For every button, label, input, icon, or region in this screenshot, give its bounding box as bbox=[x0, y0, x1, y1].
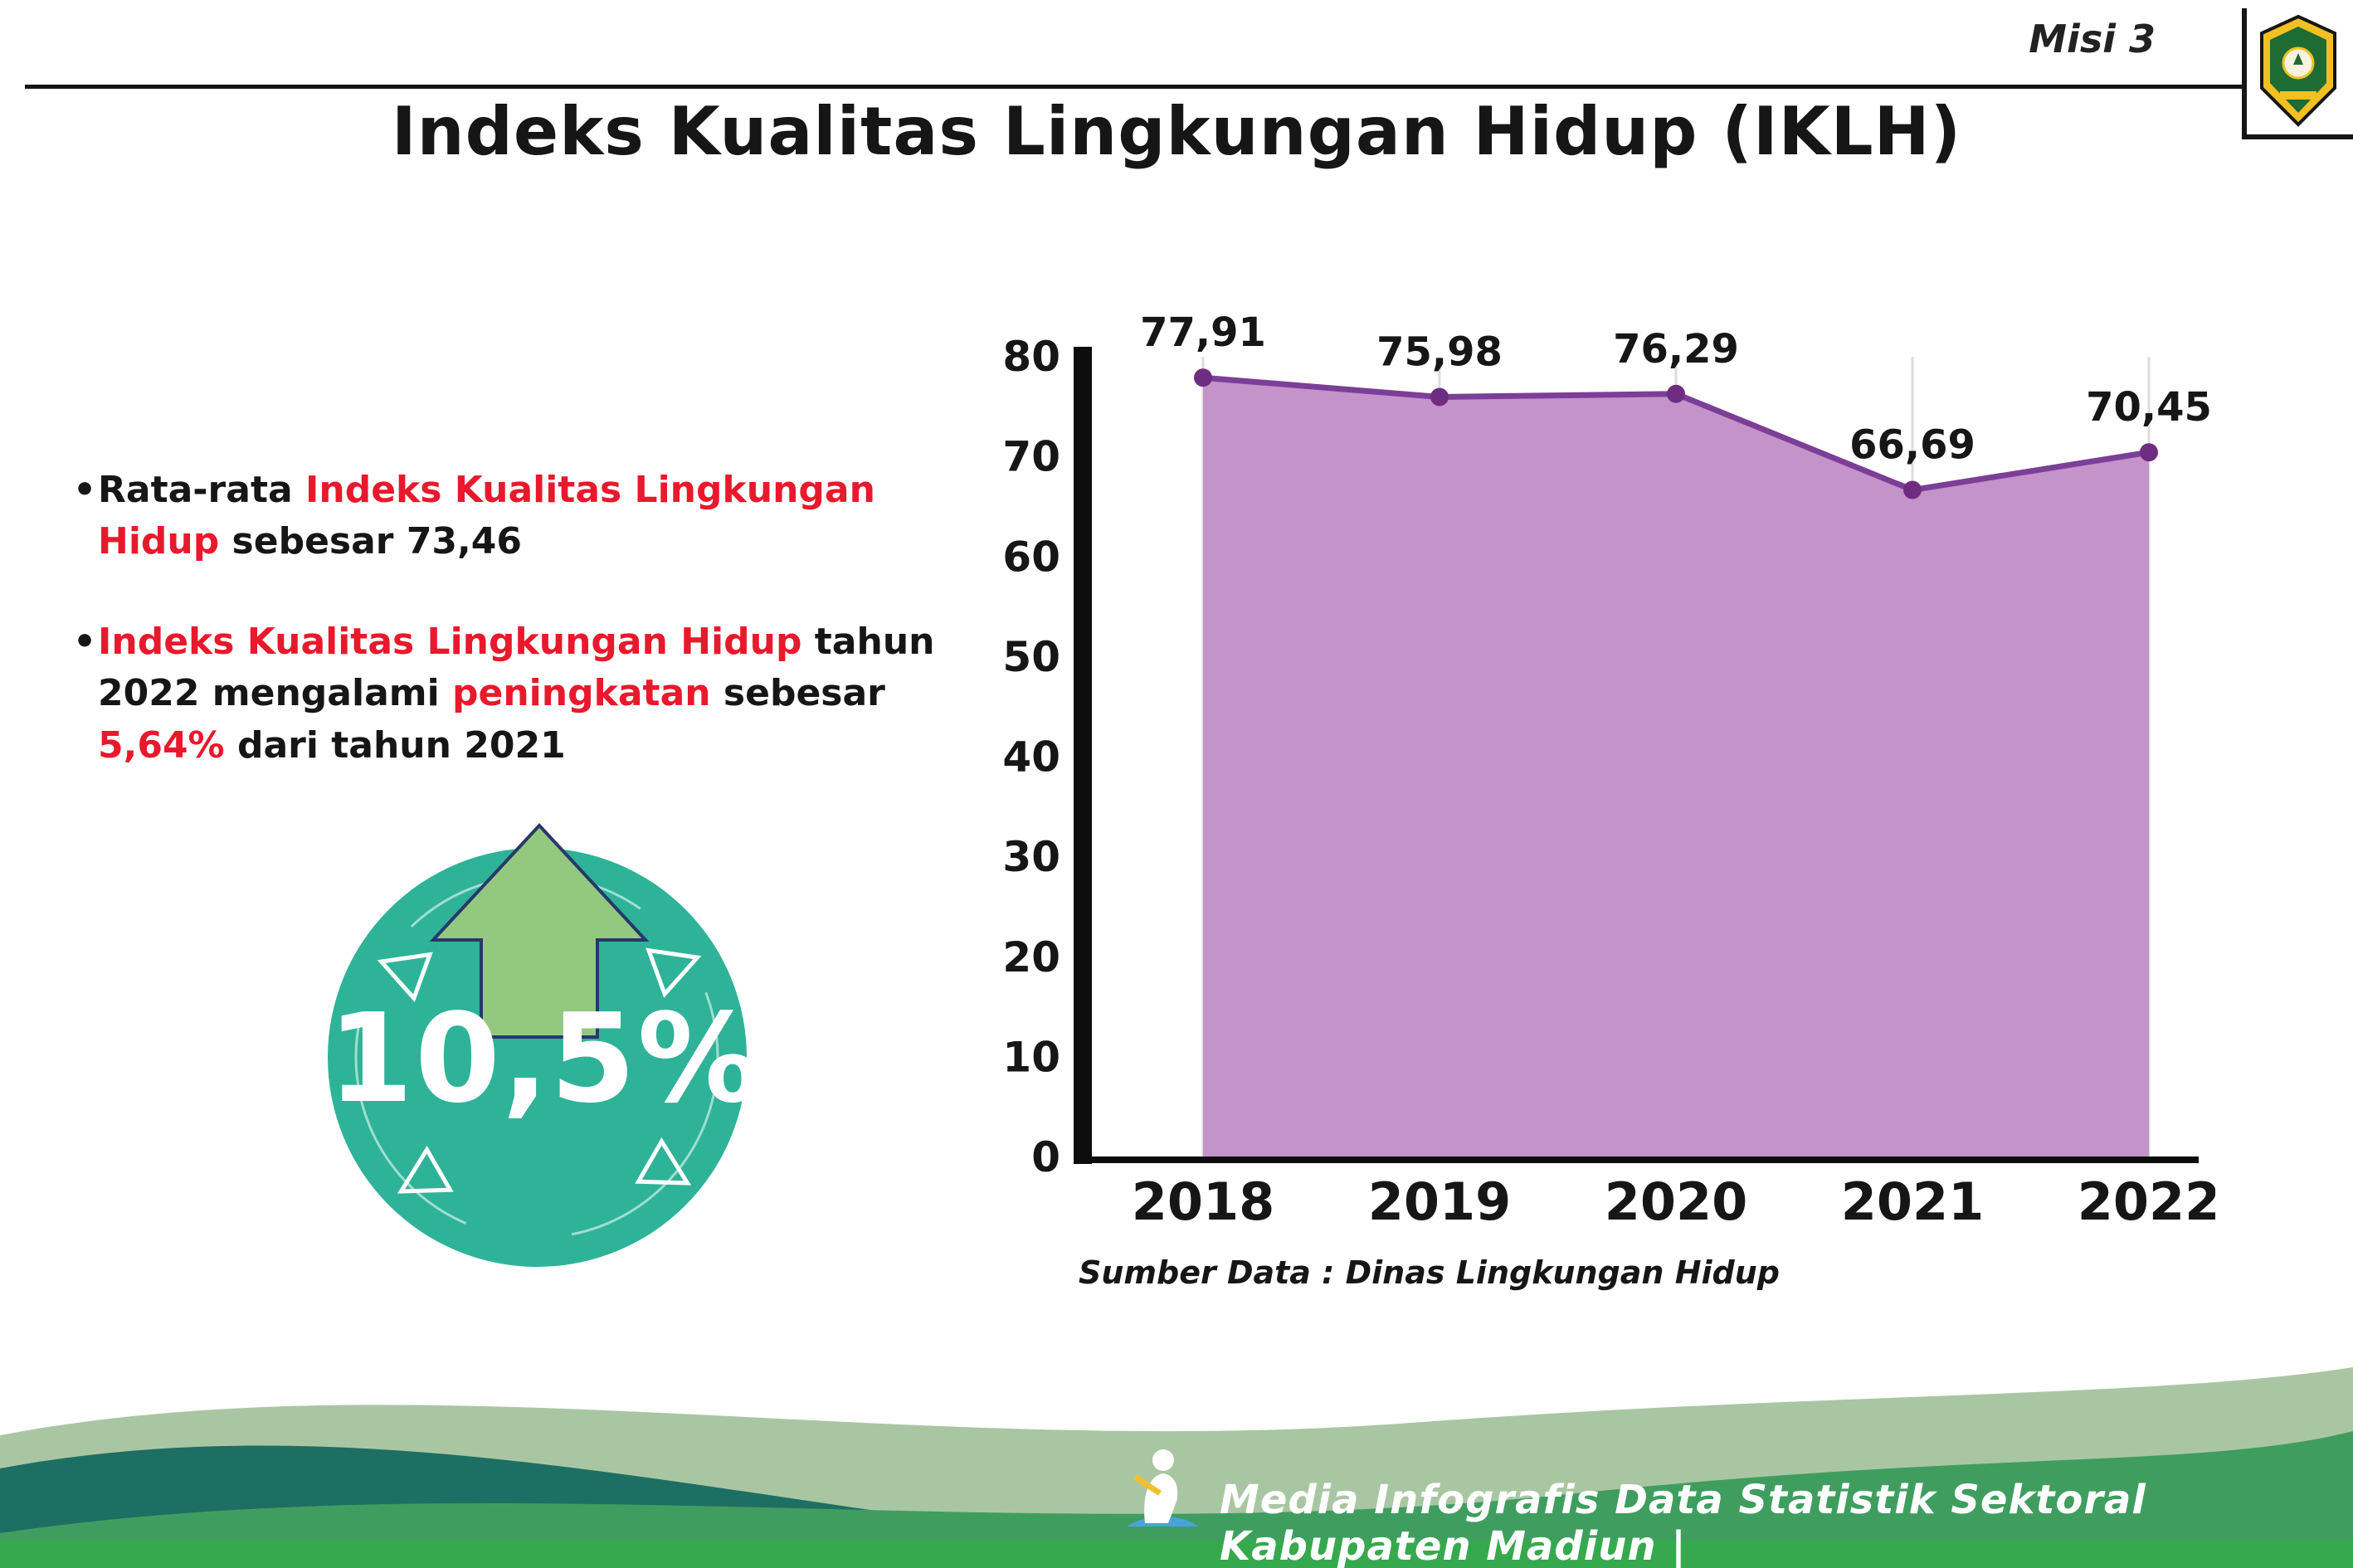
y-tick-label: 10 bbox=[1004, 1033, 1060, 1081]
y-tick-label: 20 bbox=[1004, 933, 1060, 981]
bullet-segment: sebesar bbox=[710, 672, 885, 715]
y-tick-label: 0 bbox=[1031, 1133, 1060, 1181]
y-axis bbox=[1074, 347, 1092, 1164]
bullet-segment: peningkatan bbox=[452, 672, 711, 715]
footer-strip bbox=[0, 1540, 2353, 1568]
y-tick-label: 70 bbox=[1004, 433, 1060, 481]
data-point bbox=[2140, 443, 2158, 462]
footer-caption: Media Infografis Data Statistik Sektoral… bbox=[1220, 1477, 2146, 1568]
bullet-segment: tahun 2022 mengalami bbox=[98, 620, 935, 715]
y-tick-label: 30 bbox=[1004, 833, 1060, 881]
bullet-list: Rata-rata Indeks Kualitas Lingkungan Hid… bbox=[73, 465, 952, 820]
point-label: 70,45 bbox=[2086, 384, 2212, 431]
point-label: 76,29 bbox=[1613, 326, 1739, 373]
bullet-item: Indeks Kualitas Lingkungan Hidup tahun 2… bbox=[73, 616, 952, 772]
bullet-segment: dari tahun 2021 bbox=[224, 723, 566, 767]
x-axis bbox=[1074, 1157, 2199, 1163]
increase-badge-value: 10,5% bbox=[328, 987, 762, 1130]
x-tick-label: 2018 bbox=[1132, 1171, 1275, 1232]
page-title: Indeks Kualitas Lingkungan Hidup (IKLH) bbox=[391, 93, 1962, 170]
x-tick-label: 2021 bbox=[1841, 1171, 1985, 1232]
bullet-segment: Rata-rata bbox=[98, 469, 305, 511]
x-tick-label: 2019 bbox=[1368, 1171, 1512, 1232]
badge-tick-triangle bbox=[645, 947, 702, 998]
bullet-segment: 5,64% bbox=[98, 723, 225, 767]
bullet-segment: Indeks Kualitas Lingkungan Hidup bbox=[98, 469, 875, 563]
increase-badge-decorations bbox=[354, 823, 719, 1239]
bullet-item: Rata-rata Indeks Kualitas Lingkungan Hid… bbox=[73, 465, 952, 568]
badge-tick-triangle bbox=[377, 952, 433, 1002]
area-fill bbox=[1203, 377, 2149, 1157]
bullet-segment: Indeks Kualitas Lingkungan Hidup bbox=[98, 620, 802, 663]
chart-source-note: Sumber Data : Dinas Lingkungan Hidup bbox=[1079, 1254, 1780, 1291]
y-tick-label: 60 bbox=[1004, 533, 1060, 581]
iklh-chart-svg: 0 10 20 30 40 50 60 70 80 77,91 75,98 76,29 66,69 70,… bbox=[1004, 309, 2215, 1232]
footer-wave-green bbox=[0, 1431, 2353, 1568]
point-label: 75,98 bbox=[1376, 329, 1503, 375]
kabupaten-madiun-logo bbox=[2242, 8, 2353, 139]
badge-tick-triangle bbox=[397, 1145, 454, 1194]
up-arrow-icon bbox=[429, 823, 650, 1039]
media-infografis-logo-icon bbox=[1127, 1449, 1198, 1527]
y-tick-label: 80 bbox=[1004, 333, 1060, 381]
x-tick-label: 2022 bbox=[2078, 1171, 2215, 1232]
kabupaten-madiun-emblem bbox=[2260, 14, 2336, 127]
bullet-segment: sebesar 73,46 bbox=[219, 520, 522, 563]
point-label: 66,69 bbox=[1849, 422, 1975, 469]
y-tick-label: 40 bbox=[1004, 733, 1060, 782]
data-point bbox=[1903, 480, 1922, 499]
y-tick-label: 50 bbox=[1004, 633, 1060, 681]
data-point bbox=[1430, 387, 1449, 407]
point-label: 77,91 bbox=[1140, 309, 1266, 356]
header-rule bbox=[25, 85, 2242, 89]
misi-label: Misi 3 bbox=[2029, 17, 2156, 61]
data-point bbox=[1667, 384, 1685, 403]
x-tick-label: 2020 bbox=[1605, 1171, 1748, 1232]
badge-tick-triangle bbox=[635, 1137, 692, 1186]
footer-waves bbox=[0, 1367, 2353, 1568]
data-point bbox=[1194, 368, 1212, 387]
